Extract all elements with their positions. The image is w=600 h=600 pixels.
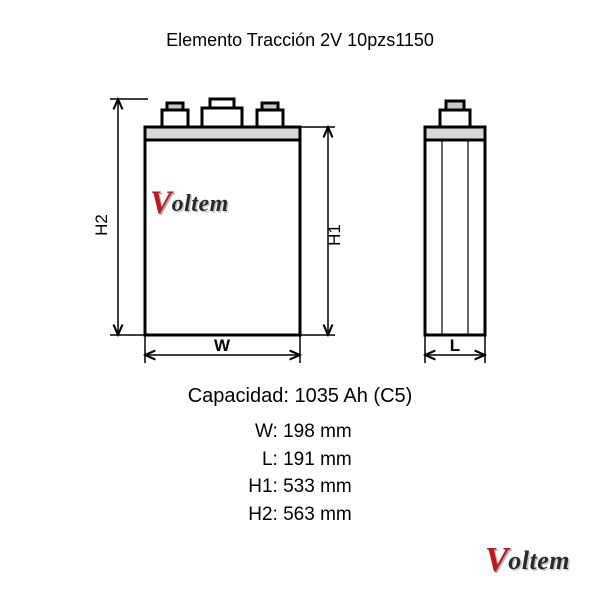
label-h1: H1 xyxy=(325,224,344,246)
technical-diagram: Voltem xyxy=(50,65,550,365)
product-title: Elemento Tracción 2V 10pzs1150 xyxy=(0,30,600,51)
capacity-line: Capacidad: 1035 Ah (C5) xyxy=(0,385,600,408)
dim-h2: H2: 563 mm xyxy=(248,501,351,529)
label-h2: H2 xyxy=(92,214,111,236)
side-view xyxy=(425,101,485,335)
dimensions-list: W: 198 mm L: 191 mm H1: 533 mm H2: 563 m… xyxy=(248,418,351,528)
brand-logo-footer: Voltem xyxy=(485,540,570,580)
dim-w: W: 198 mm xyxy=(248,418,351,446)
brand-logo: Voltem xyxy=(150,185,295,222)
dim-h1: H1: 533 mm xyxy=(248,473,351,501)
label-l: L xyxy=(450,336,460,355)
dim-l: L: 191 mm xyxy=(248,446,351,474)
specs-block: Capacidad: 1035 Ah (C5) W: 198 mm L: 191… xyxy=(0,385,600,528)
label-w: W xyxy=(214,336,231,355)
front-view: Voltem xyxy=(145,99,300,335)
